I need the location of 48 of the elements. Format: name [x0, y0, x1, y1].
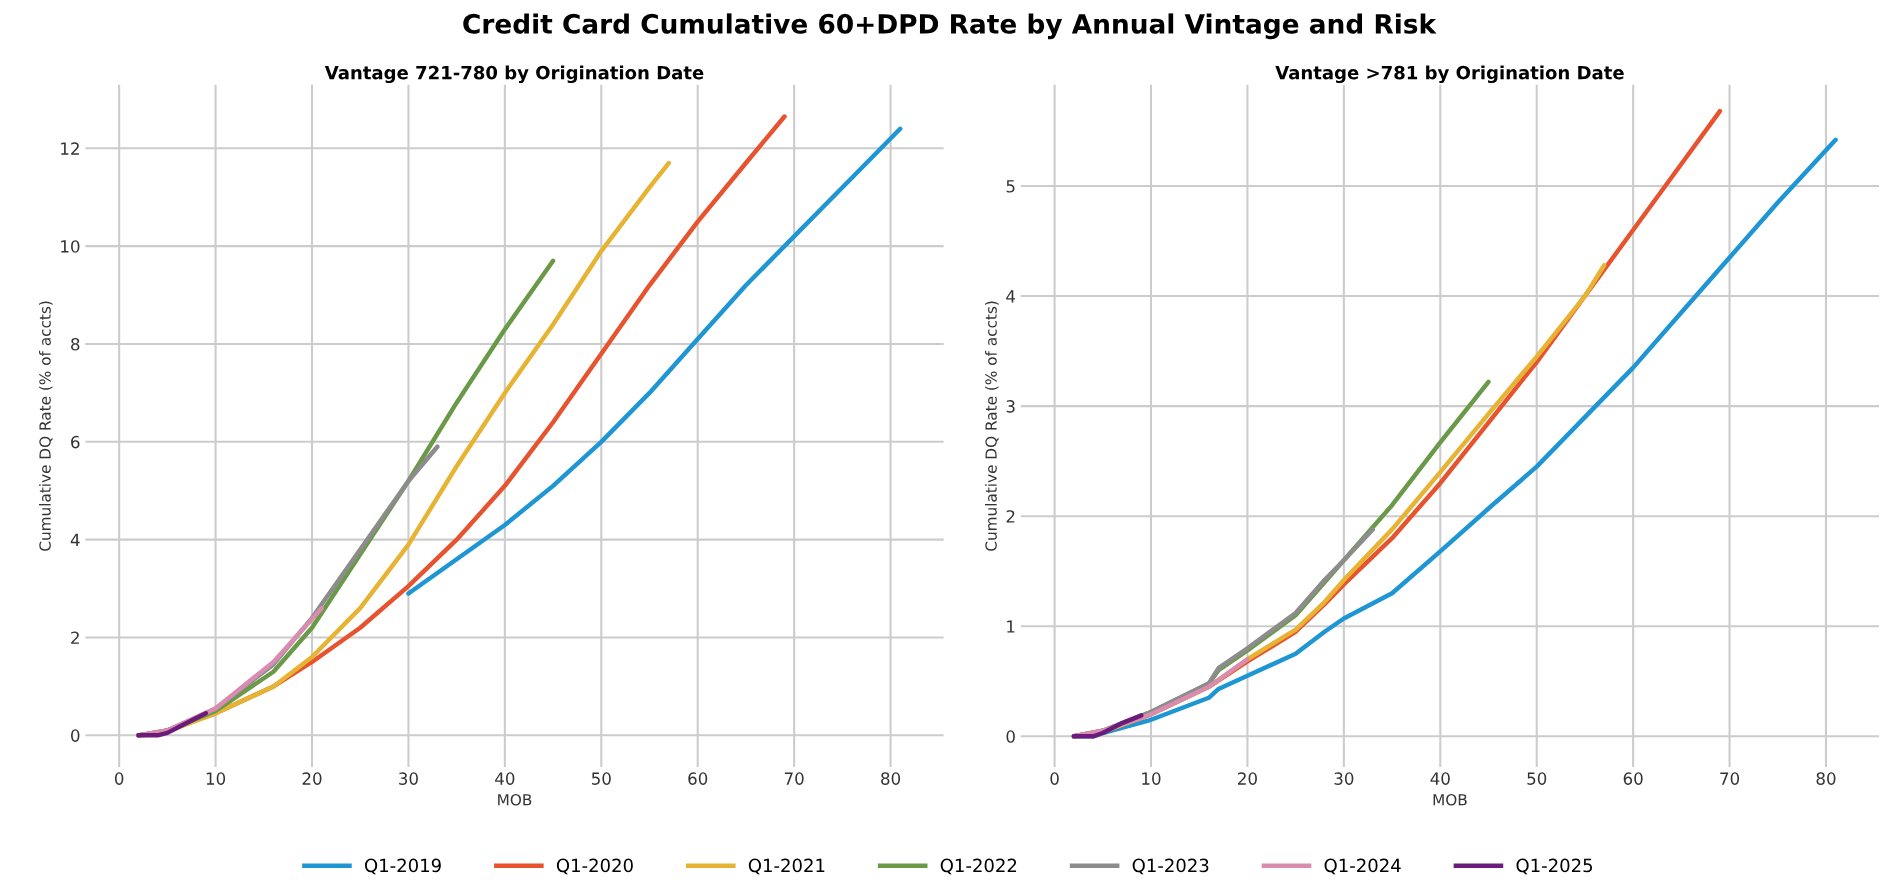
y-tick-label: 8 — [71, 337, 80, 351]
x-tick-label: 80 — [1816, 772, 1836, 785]
y-tick-label: 2 — [71, 631, 79, 644]
legend-label: Q1-2025 — [1516, 858, 1593, 875]
x-tick-label: 80 — [881, 772, 901, 785]
y-tick-label: 0 — [1006, 730, 1015, 743]
legend-label: Q1-2020 — [556, 858, 633, 875]
x-tick-label: 70 — [1720, 772, 1740, 785]
legend-label: Q1-2021 — [748, 858, 825, 875]
x-tick-label: 20 — [302, 772, 322, 785]
y-tick-label: 2 — [1006, 510, 1015, 523]
y-tick-label: 10 — [61, 240, 80, 253]
x-tick-label: 60 — [688, 772, 708, 785]
x-tick-label: 40 — [1430, 772, 1450, 785]
y-tick-label: 1 — [1007, 620, 1015, 633]
x-axis-title: MOB — [498, 793, 532, 806]
y-tick-label: 3 — [1006, 400, 1015, 413]
x-tick-label: 10 — [206, 772, 226, 785]
y-tick-label: 4 — [1006, 290, 1016, 303]
x-tick-label: 0 — [114, 772, 124, 785]
y-axis-title: Cumulative DQ Rate (% of accts) — [985, 301, 999, 551]
legend-label: Q1-2019 — [364, 858, 441, 875]
x-tick-label: 50 — [591, 772, 611, 785]
x-tick-label: 60 — [1623, 772, 1643, 785]
x-tick-label: 0 — [1050, 772, 1059, 785]
y-tick-label: 5 — [1006, 180, 1015, 193]
x-tick-label: 50 — [1527, 772, 1547, 785]
text: Credit Card Cumulative 60+DPD Rate by Annual Vintage and Risk — [463, 13, 1437, 40]
legend-label: Q1-2024 — [1324, 858, 1401, 875]
x-tick-label: 70 — [784, 772, 804, 785]
y-tick-label: 12 — [61, 142, 79, 155]
y-axis-title: Cumulative DQ Rate (% of accts) — [39, 301, 53, 551]
x-tick-label: 20 — [1238, 772, 1257, 785]
chart-title: Vantage >781 by Origination Date — [1275, 65, 1624, 84]
x-tick-label: 10 — [1142, 772, 1161, 785]
line-series — [136, 711, 209, 738]
line-series — [1071, 713, 1144, 739]
y-tick-label: 6 — [71, 435, 80, 449]
x-axis-title: MOB — [1433, 793, 1467, 806]
x-tick-label: 30 — [399, 772, 418, 785]
x-tick-label: 40 — [495, 772, 515, 785]
y-tick-label: 4 — [70, 533, 80, 546]
legend-label: Q1-2023 — [1132, 858, 1209, 875]
legend-label: Q1-2022 — [940, 858, 1017, 875]
y-tick-label: 0 — [71, 729, 80, 742]
line-series — [406, 126, 903, 596]
x-tick-label: 30 — [1334, 772, 1354, 785]
chart-title: Vantage 721-780 by Origination Date — [324, 65, 704, 84]
